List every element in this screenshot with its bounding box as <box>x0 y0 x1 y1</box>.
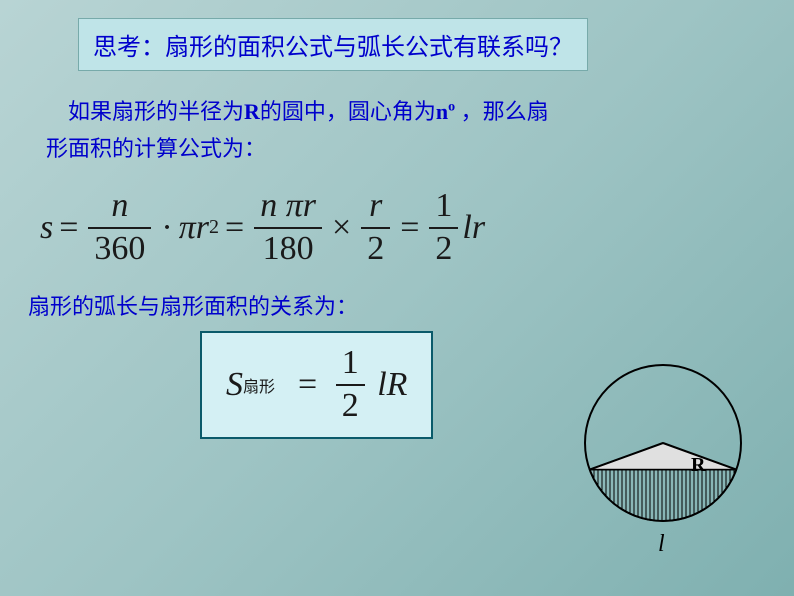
intro-R: R <box>244 99 260 124</box>
frac3-den: 2 <box>361 229 390 270</box>
intro-mid: 的圆中，圆心角为 <box>260 99 436 124</box>
sector-diagram: R l <box>568 353 758 568</box>
formula-sup2: 2 <box>209 216 219 239</box>
frac2-den: 180 <box>257 229 320 270</box>
frac3-num: r <box>363 186 388 227</box>
box-frac: 1 2 <box>336 343 365 427</box>
intro-post: ，那么扇 <box>455 99 549 124</box>
formula-eq2: = <box>225 209 244 247</box>
frac1-den: 360 <box>88 229 151 270</box>
intro-line2: 形面积的计算公式为： <box>46 136 266 161</box>
main-formula: s = n 360 · πr2 = n πr 180 × r 2 = 1 2 l… <box>40 186 794 270</box>
frac-npir-180: n πr 180 <box>254 186 322 270</box>
formula-s: s <box>40 209 53 247</box>
frac-n-360: n 360 <box>88 186 151 270</box>
frac2-num: n πr <box>254 186 322 227</box>
box-frac-num: 1 <box>336 343 365 384</box>
intro-paragraph: 如果扇形的半径为R的圆中，圆心角为no ，那么扇 形面积的计算公式为： <box>46 93 774 168</box>
formula-r1: r <box>196 209 209 247</box>
formula-l: l <box>462 209 471 247</box>
triangle-overlay <box>590 443 737 470</box>
box-frac-den: 2 <box>336 386 365 427</box>
frac-1-2: 1 2 <box>429 186 458 270</box>
question-header-box: 思考：扇形的面积公式与弧长公式有联系吗？ <box>78 18 588 71</box>
intro-n: n <box>436 99 448 124</box>
formula-eq3: = <box>400 209 419 247</box>
frac-r-2: r 2 <box>361 186 390 270</box>
formula-r2: r <box>472 209 485 247</box>
label-l: l <box>658 531 665 557</box>
arc-segment <box>590 470 737 521</box>
formula-eq1: = <box>59 209 78 247</box>
formula-dot: · <box>161 209 172 247</box>
box-S: S <box>226 366 243 404</box>
box-eq: = <box>298 366 317 404</box>
intro-pre: 如果扇形的半径为 <box>68 99 244 124</box>
box-sub: 扇形 <box>243 373 275 397</box>
diagram-svg: R l <box>568 353 758 563</box>
frac4-num: 1 <box>429 186 458 227</box>
boxed-formula: S 扇形 = 1 2 lR <box>200 331 433 439</box>
relation-text: 扇形的弧长与扇形面积的关系为： <box>28 289 794 321</box>
frac4-den: 2 <box>429 229 458 270</box>
box-l: l <box>377 366 386 404</box>
formula-pi: π <box>179 209 196 247</box>
question-header-text: 思考：扇形的面积公式与弧长公式有联系吗？ <box>93 35 573 61</box>
frac1-num: n <box>105 186 134 227</box>
formula-times: × <box>332 209 351 247</box>
box-R: R <box>387 366 408 404</box>
label-R: R <box>691 454 706 476</box>
